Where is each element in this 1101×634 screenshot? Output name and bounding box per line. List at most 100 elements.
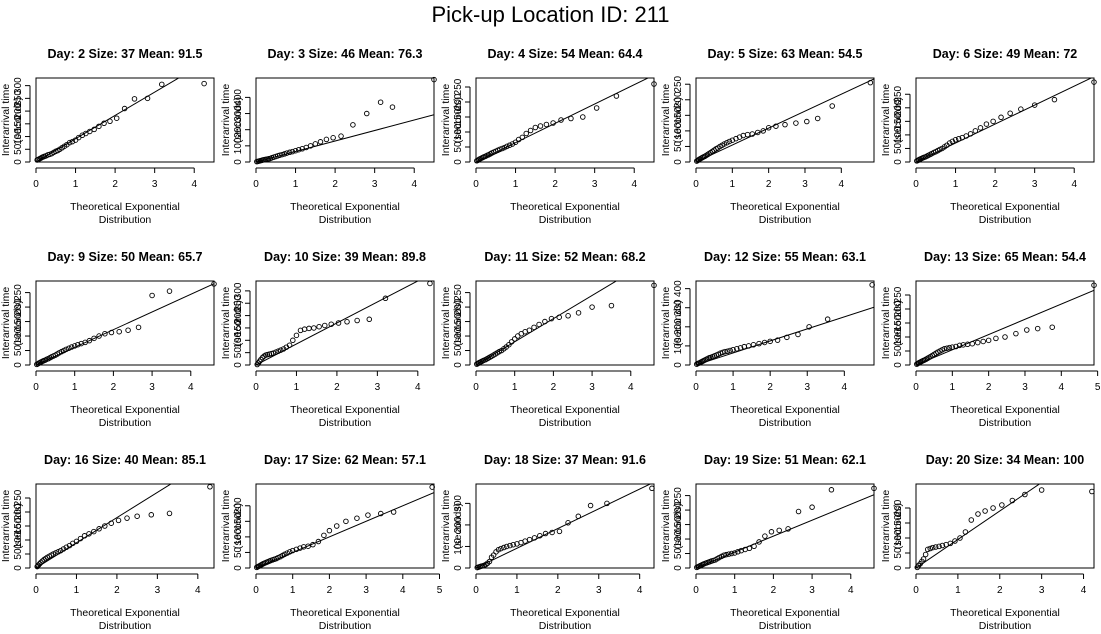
data-point	[121, 105, 128, 112]
plot-frame	[695, 280, 875, 366]
data-point	[776, 527, 782, 534]
x-axis-label: Theoretical Exponential	[290, 404, 400, 416]
data-point	[281, 151, 288, 157]
x-tick-label: 2	[552, 179, 558, 190]
data-point	[728, 550, 735, 557]
data-point	[727, 347, 733, 354]
data-point	[721, 552, 727, 559]
reference-line	[916, 484, 1041, 568]
qq-panel: Day: 13 Size: 65 Mean: 54.40 1 2 3 4 50501001…	[880, 250, 1101, 429]
y-axis-label: (seconds)	[892, 503, 904, 549]
y-axis-label: (seconds)	[892, 300, 904, 346]
data-point	[804, 118, 810, 125]
y-tick-label: 100	[233, 528, 244, 545]
qq-panel: Day: 18 Size: 37 Mean: 91.6 0 1 2 3 4 0 100 200 3…	[440, 453, 655, 632]
data-point	[768, 529, 775, 535]
x-tick-label: 2	[112, 179, 118, 190]
data-point	[86, 531, 92, 537]
qq-panel: Day: 19 Size: 51 Mean: 62.1 0 1 2 3 4 0 5010015…	[660, 453, 877, 632]
data-point	[297, 545, 303, 551]
data-point	[286, 149, 293, 156]
x-tick-label: 1	[74, 585, 80, 596]
data-point	[565, 520, 571, 526]
y-tick-label: 300	[233, 105, 244, 122]
x-tick-label: 1	[73, 179, 79, 190]
data-point	[382, 295, 389, 302]
y-tick-label: 200	[453, 298, 464, 315]
data-point	[311, 325, 317, 331]
data-point	[1031, 102, 1038, 108]
y-tick-label: 100	[893, 328, 904, 345]
data-point	[593, 105, 600, 111]
data-point	[941, 346, 948, 352]
data-point	[726, 138, 733, 145]
data-point	[949, 138, 956, 145]
y-tick-label: 0	[13, 565, 24, 571]
data-point	[504, 143, 510, 150]
y-axis-label: (seconds)	[672, 503, 684, 549]
panel-title: Day: 19 Size: 51 Mean: 62.1	[704, 453, 866, 467]
x-axis-label: Distribution	[319, 214, 372, 226]
data-point	[735, 549, 741, 555]
x-tick-label: 2	[986, 382, 992, 393]
data-point	[86, 337, 93, 344]
data-point	[947, 540, 954, 547]
panel-title: Day: 6 Size: 49 Mean: 72	[933, 47, 1078, 61]
data-point	[542, 318, 548, 325]
reference-line	[916, 289, 1094, 365]
data-point	[377, 99, 384, 105]
x-tick-label: 4	[1059, 382, 1065, 393]
data-point	[68, 344, 75, 350]
y-axis-label: (seconds)	[452, 503, 464, 549]
y-tick-label: 0	[233, 565, 244, 571]
x-tick-label: 3	[592, 179, 598, 190]
data-point	[1038, 487, 1045, 493]
data-point	[350, 122, 356, 128]
data-point	[522, 538, 528, 544]
data-point	[73, 538, 80, 545]
data-point	[307, 143, 314, 149]
plot-frame	[475, 483, 655, 569]
data-point	[795, 508, 802, 515]
y-tick-label: 0	[453, 159, 464, 165]
x-tick-label: 3	[1039, 585, 1045, 596]
y-tick-label: 250	[453, 284, 464, 301]
data-point	[364, 110, 370, 117]
panel-title: Day: 17 Size: 62 Mean: 57.1	[264, 453, 426, 467]
data-point	[305, 543, 311, 549]
x-tick-label: 4	[1081, 585, 1087, 596]
plot-frame	[255, 483, 435, 569]
y-axis-label: Interarrival time	[660, 490, 672, 563]
data-point	[131, 96, 138, 102]
y-tick-label: 400	[233, 89, 244, 106]
x-tick-label: 4	[631, 179, 637, 190]
reference-line	[256, 114, 434, 162]
y-axis-label: Interarrival time	[880, 287, 892, 360]
data-point	[144, 95, 151, 102]
x-axis-label: Theoretical Exponential	[510, 201, 620, 213]
y-axis-label: Interarrival time	[220, 84, 232, 157]
x-tick-label: 1	[955, 585, 961, 596]
y-tick-label: 250	[673, 487, 684, 504]
data-point	[721, 141, 728, 147]
y-tick-label: 150	[13, 517, 24, 534]
data-point	[344, 319, 350, 325]
panel-title: Day: 13 Size: 65 Mean: 54.4	[924, 250, 1086, 264]
x-axis-label: Distribution	[979, 214, 1032, 226]
y-tick-label: 250	[13, 90, 24, 107]
plot-frame	[475, 77, 655, 163]
y-axis-label: (seconds)	[12, 300, 24, 346]
plot-frame	[695, 77, 875, 163]
data-point	[354, 317, 360, 324]
panel-title: Day: 18 Size: 37 Mean: 91.6	[484, 453, 646, 467]
x-tick-label: 3	[372, 179, 378, 190]
data-point	[486, 558, 493, 565]
x-tick-label: 0	[473, 585, 479, 596]
y-axis-label: (seconds)	[232, 97, 244, 143]
data-point	[548, 315, 555, 322]
data-point	[723, 551, 729, 558]
y-tick-label: 0	[893, 565, 904, 571]
x-tick-label: 0	[693, 585, 699, 596]
data-point	[71, 343, 78, 349]
x-tick-label: 3	[152, 179, 158, 190]
